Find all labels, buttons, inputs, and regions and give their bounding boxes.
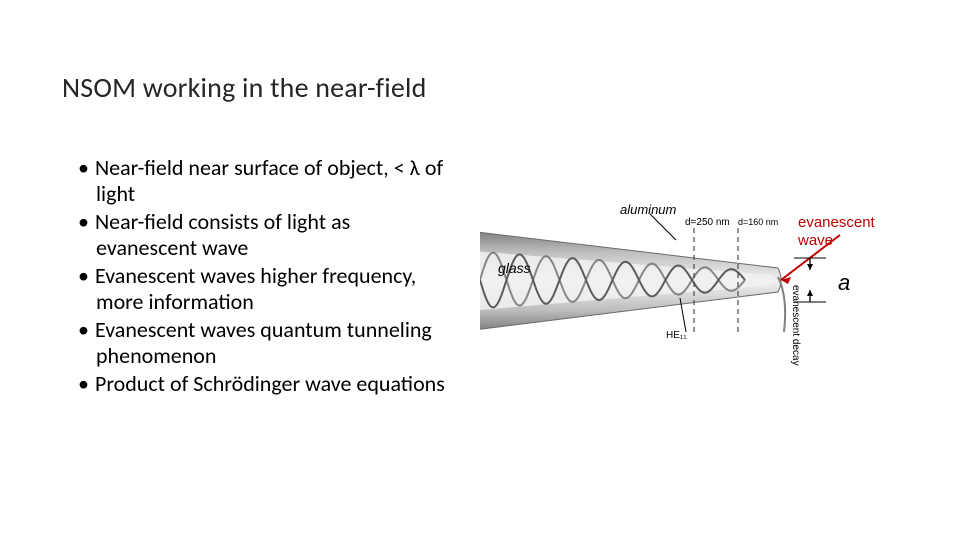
slide-title: NSOM working in the near-field xyxy=(62,70,427,105)
label-d160: d=160 nm xyxy=(738,217,778,227)
label-evanescent-decay: evanescent decay xyxy=(790,285,801,366)
label-evanescent-wave-2: wave xyxy=(798,232,833,249)
bullet-item: Near-field consists of light as evanesce… xyxy=(72,209,452,261)
bullet-item: Evanescent waves higher frequency, more … xyxy=(72,263,452,315)
bullet-list: Near-field near surface of object, < λ o… xyxy=(72,155,452,399)
bullet-item: Evanescent waves quantum tunneling pheno… xyxy=(72,317,452,369)
probe-svg xyxy=(480,180,900,380)
bullet-item: Near-field near surface of object, < λ o… xyxy=(72,155,452,207)
label-mode-he11: HE₁₁ xyxy=(666,330,687,341)
bullet-item: Product of Schrödinger wave equations xyxy=(72,371,452,397)
label-aluminum: aluminum xyxy=(620,202,676,217)
label-evanescent-wave-1: evanescent xyxy=(798,214,875,231)
label-d250: d=250 nm xyxy=(685,217,730,228)
label-glass: glass xyxy=(498,260,531,276)
nsom-probe-figure: glass aluminum d=250 nm d=160 nm evanesc… xyxy=(480,180,900,380)
label-aperture-a: a xyxy=(838,270,850,296)
